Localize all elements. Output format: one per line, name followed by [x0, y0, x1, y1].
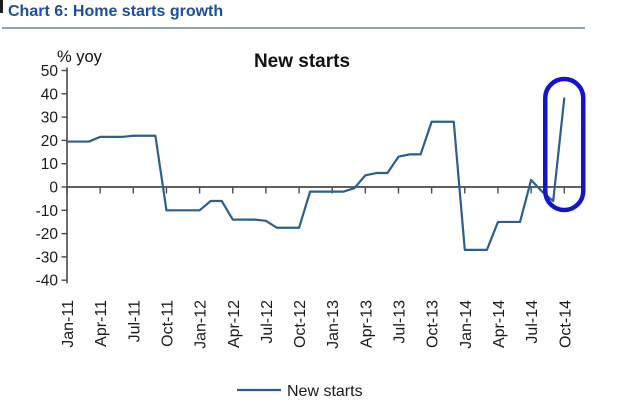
x-tick-label: Jan-12 — [193, 300, 210, 349]
page-edge-artifact — [0, 0, 3, 13]
new-starts-line — [65, 97, 566, 252]
x-tick-label: Apr-12 — [226, 300, 243, 348]
x-tick-label: Apr-14 — [491, 300, 508, 348]
chart-title: New starts — [254, 51, 350, 72]
x-tick-label: Jul-13 — [392, 300, 409, 344]
chart-header-title: Chart 6: Home starts growth — [8, 3, 224, 20]
y-tick-label: 10 — [41, 156, 59, 173]
y-tick-label: 40 — [41, 86, 59, 103]
x-tick-label: Jul-11 — [126, 300, 143, 342]
y-tick-label: 20 — [41, 133, 59, 150]
x-tick-label: Oct-11 — [159, 300, 176, 347]
y-axis-unit-label: % yoy — [57, 48, 103, 66]
x-tick-label: Apr-11 — [93, 300, 110, 347]
y-tick-label: 30 — [41, 110, 59, 127]
x-tick-label: Jan-11 — [60, 300, 77, 348]
x-tick-label: Jul-12 — [259, 300, 276, 344]
x-tick-label: Oct-14 — [557, 300, 574, 348]
x-tick-label: Apr-13 — [358, 300, 375, 348]
x-tick-label: Jul-14 — [524, 300, 541, 344]
header-underline — [2, 27, 585, 29]
y-tick-label: 0 — [49, 180, 58, 197]
y-tick-label: -30 — [36, 249, 59, 266]
legend-label: New starts — [287, 383, 363, 400]
y-tick-label: -40 — [36, 273, 59, 290]
x-tick-label: Jan-14 — [458, 300, 475, 349]
y-tick-label: -20 — [36, 226, 59, 243]
y-tick-label: 50 — [41, 63, 59, 80]
highlight-ellipse — [543, 76, 586, 213]
y-tick-label: -10 — [36, 203, 59, 220]
x-tick-label: Oct-12 — [292, 300, 309, 348]
x-tick-label: Oct-13 — [425, 300, 442, 348]
x-tick-label: Jan-13 — [325, 300, 342, 349]
